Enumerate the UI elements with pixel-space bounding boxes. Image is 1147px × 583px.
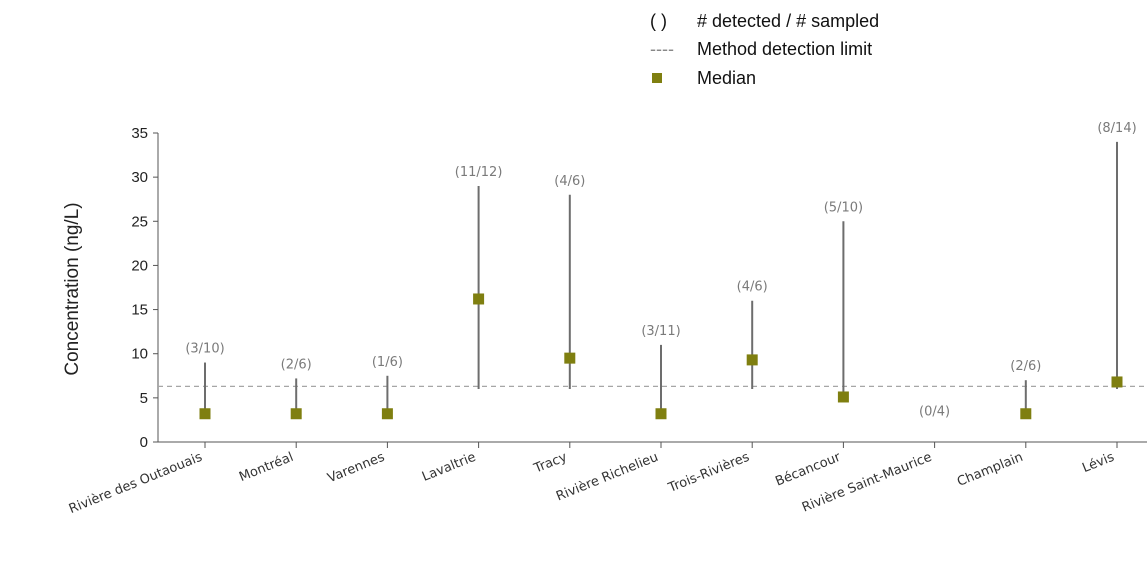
median-marker [381, 408, 393, 420]
median-marker [1020, 408, 1032, 420]
detected-ratio-label: (5/10) [824, 200, 863, 215]
legend: ( ) # detected / # sampled ---- Method d… [650, 11, 879, 88]
category-label: Tracy [531, 450, 570, 477]
category-label: Champlain [955, 450, 1025, 490]
detected-ratio-labels: (3/10) (2/6) (1/6) (11/12) (4/6) (3/11) (4/6) (… [185, 121, 1136, 420]
median-marker [199, 408, 211, 420]
x-ticks [204, 442, 1118, 448]
median-marker [473, 293, 485, 305]
legend-paren-text: # detected / # sampled [697, 11, 879, 31]
y-axis-title: Concentration (ng/L) [62, 202, 83, 375]
detected-ratio-label: (2/6) [1010, 359, 1041, 374]
category-label: Montréal [237, 450, 296, 485]
category-label: Rivière des Outaouais [67, 450, 205, 517]
y-ticks: 0 5 10 15 20 25 30 35 [131, 125, 158, 451]
legend-median-text: Median [697, 68, 756, 88]
detected-ratio-label: (2/6) [281, 357, 312, 372]
legend-paren-symbol: ( ) [650, 11, 667, 31]
category-labels: Rivière des Outaouais Montréal Varennes Lav… [67, 450, 1117, 517]
legend-dash-symbol: ---- [650, 39, 674, 59]
median-marker [1111, 376, 1123, 388]
legend-dash-text: Method detection limit [697, 39, 872, 59]
category-label: Rivière Richelieu [554, 450, 660, 505]
y-tick-label: 15 [131, 302, 148, 319]
category-label: Lévis [1080, 450, 1117, 476]
y-tick-label: 5 [140, 390, 148, 407]
detected-ratio-label: (1/6) [372, 355, 403, 370]
category-label: Trois-Rivières [666, 450, 752, 497]
category-label: Varennes [325, 450, 387, 487]
median-marker [746, 354, 758, 366]
y-tick-label: 30 [131, 169, 148, 186]
detected-ratio-label: (3/11) [641, 324, 680, 339]
detected-ratio-label: (0/4) [919, 405, 950, 420]
y-tick-label: 10 [131, 346, 148, 363]
detected-ratio-label: (4/6) [737, 280, 768, 295]
category-label: Bécancour [773, 450, 843, 490]
median-marker [655, 408, 667, 420]
legend-median-marker [652, 73, 662, 83]
y-tick-label: 35 [131, 125, 148, 142]
detected-ratio-label: (4/6) [554, 174, 585, 189]
median-markers [199, 293, 1123, 420]
median-marker [564, 352, 576, 364]
detected-ratio-label: (11/12) [455, 165, 503, 180]
category-label: Lavaltrie [420, 450, 478, 485]
range-lines [204, 141, 1118, 414]
y-tick-label: 20 [131, 257, 148, 274]
detected-ratio-label: (3/10) [185, 342, 224, 357]
y-tick-label: 0 [140, 434, 148, 451]
median-marker [837, 391, 849, 403]
y-tick-label: 25 [131, 213, 148, 230]
detected-ratio-label: (8/14) [1097, 121, 1136, 136]
median-marker [290, 408, 302, 420]
